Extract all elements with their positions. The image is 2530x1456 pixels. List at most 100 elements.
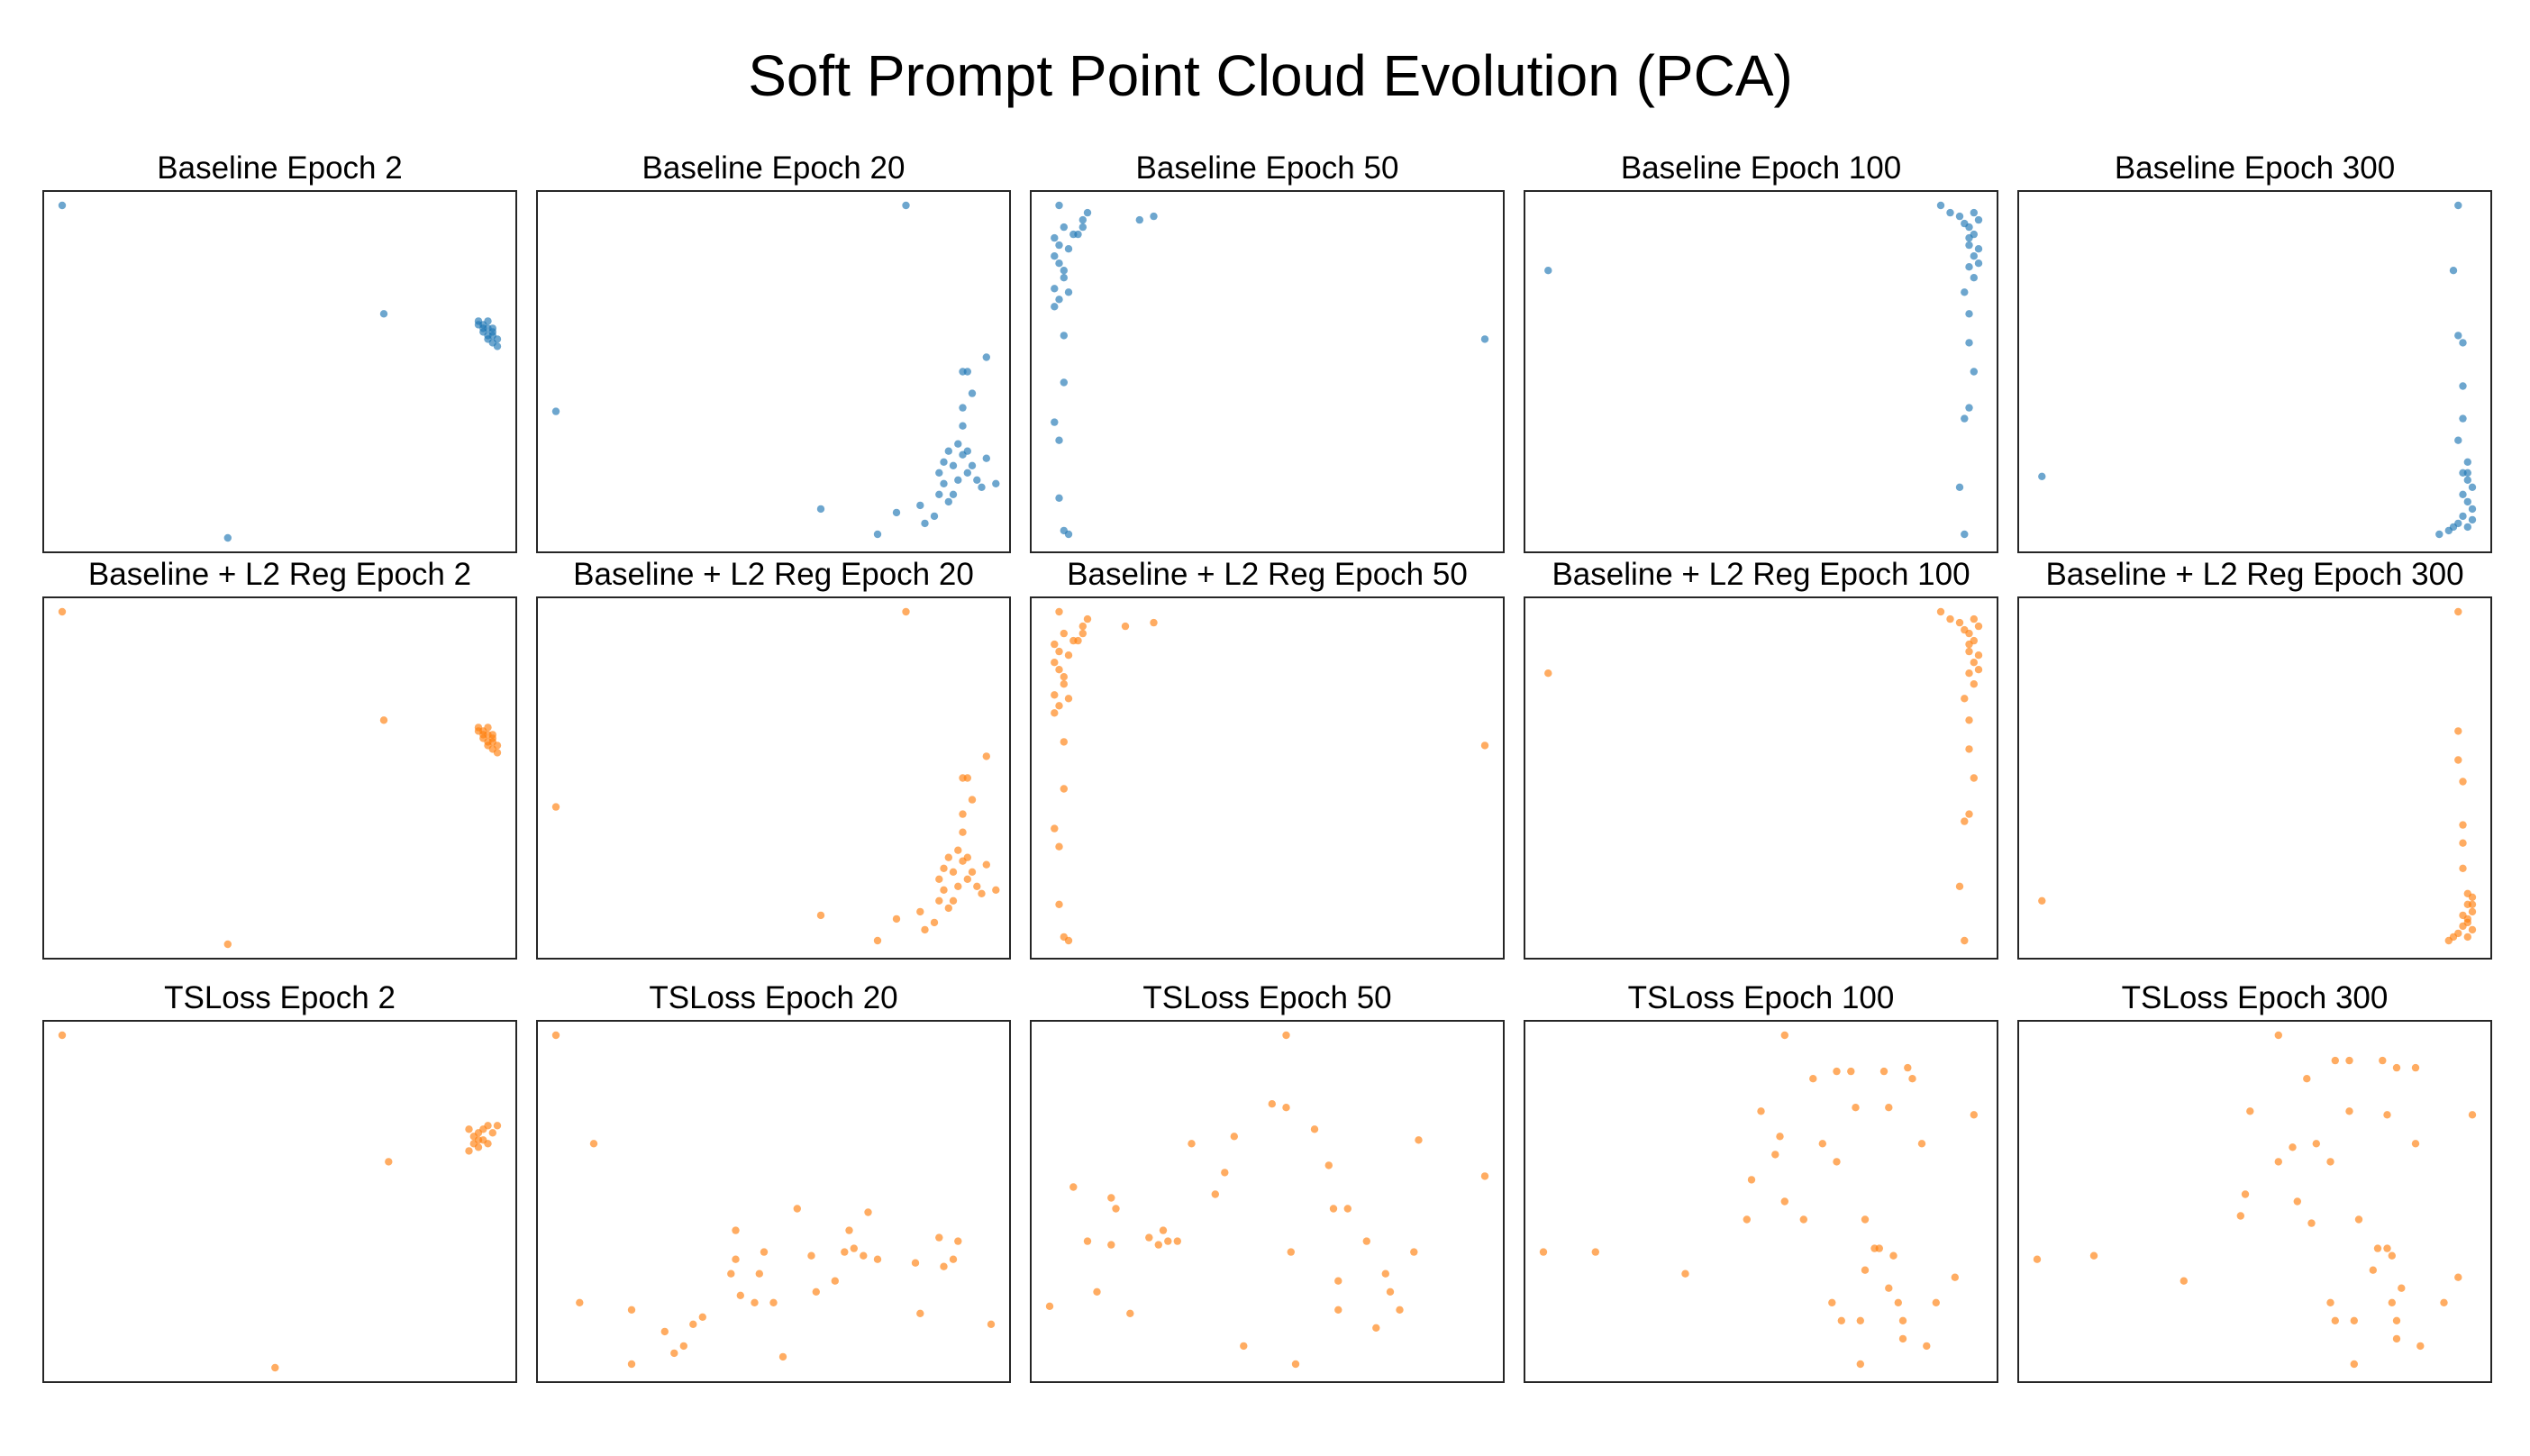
scatter-point bbox=[1074, 230, 1082, 239]
scatter-point bbox=[1965, 404, 1973, 412]
scatter-point bbox=[2289, 1143, 2297, 1151]
scatter-point bbox=[1955, 483, 1964, 491]
scatter-point bbox=[2236, 1212, 2244, 1220]
scatter-point bbox=[1970, 614, 1978, 623]
scatter-point bbox=[1083, 1237, 1092, 1245]
scatter-point bbox=[1965, 647, 1973, 656]
scatter-point bbox=[551, 1031, 560, 1040]
scatter-point bbox=[860, 1251, 868, 1260]
scatter-point bbox=[1051, 709, 1059, 717]
scatter-point bbox=[1965, 223, 1973, 232]
scatter-point bbox=[1965, 629, 1973, 638]
scatter-point bbox=[944, 447, 953, 455]
scatter-point bbox=[1965, 310, 1973, 318]
scatter-point bbox=[488, 1129, 496, 1137]
scatter-point bbox=[1875, 1244, 1883, 1252]
scatter-point bbox=[1093, 1288, 1101, 1297]
scatter-panel-6: Baseline + L2 Reg Epoch 2 bbox=[42, 557, 517, 960]
scatter-point bbox=[982, 353, 991, 361]
scatter-point bbox=[1268, 1100, 1277, 1108]
panel-frame bbox=[536, 596, 1011, 960]
scatter-point bbox=[1539, 1248, 1548, 1256]
scatter-point bbox=[982, 860, 991, 869]
scatter-point bbox=[2089, 1251, 2098, 1260]
panel-title: TSLoss Epoch 2 bbox=[164, 980, 396, 1015]
scatter-point bbox=[1230, 1133, 1239, 1141]
scatter-point bbox=[660, 1327, 669, 1336]
scatter-point bbox=[949, 868, 958, 876]
panels-grid: Baseline Epoch 2 Baseline Epoch 20 Baselin… bbox=[42, 150, 2492, 1383]
panel-frame bbox=[536, 1020, 1011, 1383]
scatter-point bbox=[982, 454, 991, 462]
scatter-point bbox=[1083, 208, 1092, 217]
scatter-point bbox=[1051, 824, 1059, 833]
scatter-point bbox=[2345, 1107, 2353, 1115]
scatter-point bbox=[1965, 716, 1973, 724]
scatter-panel-14: TSLoss Epoch 100 bbox=[1524, 980, 1998, 1383]
scatter-point bbox=[902, 607, 910, 616]
scatter-panel-10: Baseline + L2 Reg Epoch 300 bbox=[2017, 557, 2492, 960]
scatter-panel-2: Baseline Epoch 20 bbox=[536, 150, 1011, 553]
scatter-point bbox=[2180, 1277, 2188, 1285]
scatter-point bbox=[1282, 1104, 1290, 1112]
scatter-point bbox=[1885, 1104, 1893, 1112]
scatter-point bbox=[959, 774, 967, 782]
scatter-point bbox=[1310, 1125, 1319, 1133]
scatter-point bbox=[930, 512, 939, 521]
scatter-point bbox=[1135, 215, 1144, 224]
scatter-point bbox=[949, 896, 958, 905]
scatter-point bbox=[1051, 640, 1059, 649]
scatter-point bbox=[944, 904, 953, 913]
scatter-point bbox=[1809, 1075, 1817, 1083]
scatter-point bbox=[2468, 483, 2477, 491]
scatter-point bbox=[1334, 1277, 1342, 1285]
scatter-point bbox=[2383, 1111, 2391, 1119]
scatter-point bbox=[2293, 1197, 2301, 1206]
scatter-point bbox=[1055, 241, 1063, 250]
scatter-point bbox=[1064, 530, 1073, 539]
scatter-point bbox=[1060, 738, 1069, 746]
scatter-point bbox=[2411, 1063, 2420, 1072]
panel-title: TSLoss Epoch 300 bbox=[2122, 980, 2389, 1015]
panel-title: Baseline Epoch 100 bbox=[1621, 150, 1901, 186]
scatter-point bbox=[2388, 1251, 2396, 1260]
scatter-point bbox=[1965, 241, 1973, 250]
panel-frame bbox=[2017, 596, 2492, 960]
scatter-point bbox=[2463, 458, 2471, 466]
scatter-point bbox=[1970, 1111, 1978, 1119]
scatter-point bbox=[987, 1320, 996, 1329]
scatter-point bbox=[2468, 505, 2477, 514]
scatter-point bbox=[1051, 691, 1059, 699]
scatter-point bbox=[2392, 1063, 2401, 1072]
scatter-point bbox=[1965, 669, 1973, 678]
scatter-point bbox=[1060, 785, 1069, 793]
scatter-point bbox=[973, 476, 981, 484]
scatter-point bbox=[1961, 288, 1969, 296]
panel-frame bbox=[42, 596, 517, 960]
scatter-point bbox=[2331, 1316, 2339, 1325]
scatter-point bbox=[385, 1158, 393, 1166]
scatter-point bbox=[1946, 208, 1954, 217]
scatter-point bbox=[1083, 614, 1092, 623]
scatter-point bbox=[1908, 1075, 1916, 1083]
scatter-point bbox=[1287, 1248, 1296, 1256]
scatter-point bbox=[2459, 864, 2467, 872]
scatter-point bbox=[1045, 1302, 1054, 1311]
scatter-point bbox=[935, 490, 943, 498]
scatter-point bbox=[1055, 296, 1063, 304]
scatter-point bbox=[1051, 285, 1059, 293]
scatter-point bbox=[2392, 1334, 2401, 1343]
scatter-point bbox=[2303, 1075, 2311, 1083]
scatter-point bbox=[1961, 695, 1969, 703]
scatter-point bbox=[892, 915, 901, 924]
scatter-point bbox=[1055, 666, 1063, 674]
scatter-point bbox=[816, 911, 825, 920]
scatter-point bbox=[1078, 629, 1088, 638]
scatter-point bbox=[978, 889, 986, 897]
scatter-point bbox=[1051, 659, 1059, 667]
scatter-point bbox=[949, 490, 958, 498]
scatter-point bbox=[1771, 1151, 1779, 1159]
scatter-point bbox=[1970, 208, 1978, 217]
scatter-point bbox=[1051, 418, 1059, 426]
scatter-point bbox=[2468, 515, 2477, 524]
